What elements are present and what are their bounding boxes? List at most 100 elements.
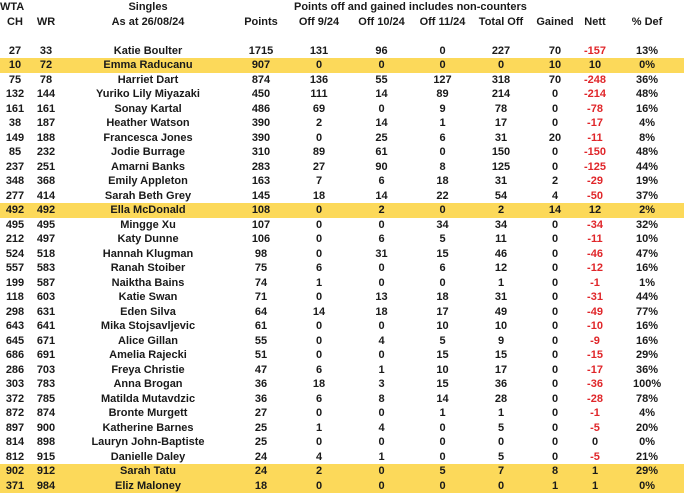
cell-player: Hannah Klugman: [102, 247, 194, 260]
cell-pct-def: 10%: [636, 233, 659, 245]
cell-off-10-24: 14: [375, 189, 388, 202]
cell-off-9-24: 0: [315, 407, 323, 419]
cell-pct-def: 48%: [636, 146, 659, 158]
cell-nett: -28: [587, 392, 603, 405]
cell-off-9-24: 0: [315, 131, 323, 144]
cell-pct-def: 4%: [639, 407, 655, 419]
cell-ch: 495: [5, 218, 25, 231]
cell-gained: 10: [530, 58, 580, 73]
cell-off-9-24: 131: [309, 44, 329, 57]
cell-total-off: 0: [497, 436, 505, 448]
cell-total-off: 9: [497, 334, 505, 347]
cell-off-10-24: 1: [378, 363, 385, 376]
cell-points: 907: [234, 58, 288, 73]
cell-player: Anna Brogan: [113, 378, 183, 390]
cell-total-off: 7: [472, 464, 530, 479]
cell-wr: 641: [36, 320, 56, 332]
cell-off-11-24: 1: [439, 407, 446, 419]
table-row: 298 631 Eden Silva 64 14 18 17 49 0 -49 77%: [0, 305, 684, 320]
cell-gained: 0: [551, 320, 559, 332]
cell-gained: 20: [548, 131, 562, 144]
cell-gained: 0: [551, 117, 559, 129]
cell-gained: 0: [551, 276, 559, 289]
cell-off-10-24: 0: [378, 262, 385, 274]
cell-off-11-24: 0: [439, 436, 446, 448]
cell-points: 75: [254, 262, 268, 274]
cell-wr: 703: [36, 363, 56, 376]
cell-off-11-24: 8: [439, 160, 446, 173]
table-row: 902 912 Sarah Tatu 24 2 0 5 7 8 1 29%: [0, 464, 685, 479]
table-row: 814 898 Lauryn John-Baptiste 25 0 0 0 0 0 0 0%: [0, 435, 684, 450]
cell-pct-def: 36%: [636, 363, 659, 376]
cell-gained: 0: [551, 247, 559, 260]
column-header-wr: WR: [36, 15, 56, 28]
cell-off-11-24: 5: [439, 334, 446, 347]
cell-gained: 0: [551, 233, 559, 245]
cell-ch: 643: [5, 320, 25, 332]
table-row: 161 161 Sonay Kartal 486 69 0 9 78 0 -78 16%: [0, 102, 684, 117]
cell-off-10-24: 0: [350, 464, 413, 479]
cell-player: Eliz Maloney: [62, 478, 234, 493]
cell-wr: 187: [36, 117, 56, 129]
cell-total-off: 36: [494, 378, 508, 390]
cell-gained: 14: [530, 203, 580, 218]
cell-pct-def: 4%: [639, 117, 655, 129]
cell-points: 36: [254, 378, 268, 390]
table-row: 812 915 Danielle Daley 24 4 1 0 5 0 -5 21%: [0, 450, 684, 465]
cell-wr: 898: [36, 436, 56, 448]
table-row: 38 187 Heather Watson 390 2 14 1 17 0 -17 4%: [0, 116, 684, 131]
cell-nett: -1: [590, 276, 600, 289]
cell-gained: 0: [551, 378, 559, 390]
cell-pct-def: 16%: [636, 262, 659, 274]
cell-off-10-24: 6: [378, 233, 385, 245]
cell-total-off: 318: [491, 73, 511, 86]
table-row: 75 78 Harriet Dart 874 136 55 127 318 70 -248 36%: [0, 73, 684, 88]
cell-off-10-24: 18: [375, 305, 388, 318]
cell-off-10-24: 0: [378, 436, 385, 448]
cell-points: 1715: [248, 44, 274, 57]
cell-wr: 874: [36, 407, 56, 419]
cell-off-10-24: 96: [375, 44, 388, 57]
cell-off-9-24: 0: [315, 247, 323, 260]
table-row: 277 414 Sarah Beth Grey 145 18 14 22 54 4 -50 37%: [0, 189, 684, 204]
cell-ch: 686: [5, 349, 25, 361]
cell-off-10-24: 0: [378, 407, 385, 419]
cell-off-10-24: 55: [375, 73, 388, 86]
cell-nett: -150: [583, 146, 607, 158]
cell-wr: 603: [36, 291, 56, 303]
cell-player: Emma Raducanu: [62, 58, 234, 73]
cell-player: Emily Appleton: [108, 175, 188, 187]
cell-off-11-24: 15: [436, 247, 449, 260]
cell-points: 27: [254, 407, 268, 419]
cell-gained: 0: [551, 450, 559, 463]
cell-off-11-24: 17: [436, 305, 449, 318]
table-row: 371 984 Eliz Maloney 18 0 0 0 0 1 1 0%: [0, 478, 685, 493]
cell-pct-def: 48%: [636, 88, 659, 100]
cell-ch: 27: [8, 44, 22, 57]
cell-wr: 492: [30, 203, 62, 218]
cell-gained: 4: [551, 189, 559, 202]
cell-points: 24: [234, 464, 288, 479]
cell-total-off: 227: [491, 44, 511, 57]
cell-gained: 0: [551, 218, 559, 231]
cell-off-10-24: 8: [378, 392, 385, 405]
cell-off-9-24: 0: [315, 334, 323, 347]
cell-player: Jodie Burrage: [111, 146, 185, 158]
cell-gained: 70: [548, 44, 562, 57]
cell-nett: -125: [583, 160, 607, 173]
cell-gained: 0: [551, 436, 559, 448]
column-header-pct-def: % Def: [631, 15, 663, 28]
cell-wr: 414: [36, 189, 56, 202]
cell-wr: 671: [36, 334, 56, 347]
cell-off-11-24: 22: [436, 189, 449, 202]
cell-total-off: 15: [494, 349, 508, 361]
cell-nett: -214: [583, 88, 607, 100]
cell-nett: -36: [587, 378, 603, 390]
cell-ch: 212: [5, 233, 25, 245]
cell-gained: 0: [551, 305, 559, 318]
cell-off-9-24: 0: [315, 218, 323, 231]
cell-nett: -5: [590, 450, 600, 463]
cell-player: Eden Silva: [120, 305, 176, 318]
cell-nett: -11: [587, 233, 603, 245]
cell-points: 390: [251, 131, 271, 144]
